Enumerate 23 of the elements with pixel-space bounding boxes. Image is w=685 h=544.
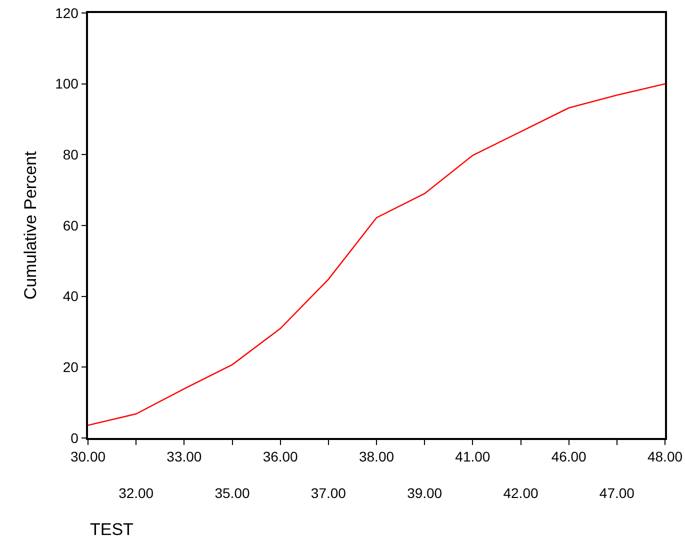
y-tick-label: 60 bbox=[62, 217, 79, 234]
x-tick-label: 46.00 bbox=[551, 448, 587, 465]
x-tick-label: 41.00 bbox=[455, 448, 490, 465]
y-tick-label: 20 bbox=[62, 359, 79, 376]
x-tick-label: 33.00 bbox=[166, 448, 202, 465]
y-axis-title: Cumulative Percent bbox=[21, 151, 40, 300]
x-tick-label: 36.00 bbox=[262, 448, 298, 465]
y-tick-label: 100 bbox=[55, 76, 79, 92]
x-tick-label: 35.00 bbox=[214, 484, 250, 501]
x-tick-label: 38.00 bbox=[358, 448, 394, 465]
x-tick-label: 37.00 bbox=[310, 484, 346, 501]
x-tick-label: 47.00 bbox=[599, 484, 635, 501]
x-tick-label: 32.00 bbox=[118, 484, 154, 501]
y-tick-label: 40 bbox=[62, 288, 79, 304]
y-tick-label: 120 bbox=[55, 4, 79, 21]
x-tick-label: 42.00 bbox=[503, 484, 538, 501]
line-series bbox=[88, 83, 665, 426]
y-tick-label: 0 bbox=[70, 430, 79, 446]
x-tick-label: 48.00 bbox=[647, 448, 683, 465]
x-axis-title: TEST bbox=[90, 520, 134, 539]
x-tick-label: 39.00 bbox=[407, 484, 442, 501]
x-tick-label: 30.00 bbox=[70, 448, 106, 465]
y-tick-label: 80 bbox=[62, 146, 79, 163]
